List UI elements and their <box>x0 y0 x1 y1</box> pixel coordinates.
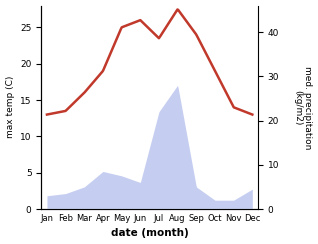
X-axis label: date (month): date (month) <box>111 228 189 238</box>
Y-axis label: max temp (C): max temp (C) <box>5 76 15 139</box>
Y-axis label: med. precipitation
(kg/m2): med. precipitation (kg/m2) <box>293 66 313 149</box>
